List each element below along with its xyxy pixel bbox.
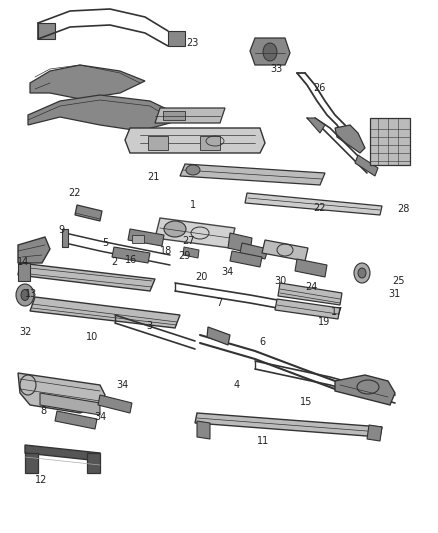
- Polygon shape: [355, 155, 378, 176]
- Bar: [148, 136, 168, 150]
- Polygon shape: [207, 327, 230, 345]
- Ellipse shape: [164, 221, 186, 237]
- Text: 22: 22: [68, 188, 81, 198]
- Text: 24: 24: [305, 282, 317, 292]
- Polygon shape: [18, 237, 50, 263]
- Polygon shape: [278, 283, 342, 305]
- Polygon shape: [197, 421, 210, 439]
- Polygon shape: [25, 445, 100, 461]
- Polygon shape: [250, 38, 290, 65]
- Text: 8: 8: [41, 407, 47, 416]
- Polygon shape: [195, 413, 382, 437]
- Text: 1: 1: [190, 200, 196, 210]
- Text: 3: 3: [146, 321, 152, 331]
- Text: 34: 34: [222, 267, 234, 277]
- Text: 11: 11: [257, 437, 269, 446]
- Polygon shape: [168, 31, 185, 46]
- Polygon shape: [125, 128, 265, 153]
- Text: 9: 9: [58, 225, 64, 235]
- Text: 34: 34: [95, 412, 107, 422]
- Text: 15: 15: [300, 398, 313, 407]
- Polygon shape: [38, 23, 55, 39]
- Polygon shape: [75, 205, 102, 221]
- Polygon shape: [40, 393, 100, 415]
- Text: 7: 7: [216, 298, 222, 308]
- Ellipse shape: [354, 263, 370, 283]
- Polygon shape: [155, 108, 225, 123]
- Text: 34: 34: [117, 380, 129, 390]
- Ellipse shape: [263, 43, 277, 61]
- Text: 30: 30: [274, 277, 286, 286]
- Polygon shape: [295, 259, 327, 277]
- Polygon shape: [128, 229, 164, 246]
- Text: 26: 26: [314, 83, 326, 93]
- Text: 12: 12: [35, 475, 48, 484]
- Text: 22: 22: [314, 203, 326, 213]
- Text: 2: 2: [111, 257, 117, 267]
- Polygon shape: [262, 240, 308, 261]
- Polygon shape: [62, 229, 68, 247]
- Polygon shape: [335, 125, 365, 153]
- Polygon shape: [335, 375, 395, 405]
- Bar: [163, 111, 185, 120]
- Polygon shape: [183, 247, 199, 258]
- Text: 19: 19: [318, 318, 330, 327]
- Text: 10: 10: [86, 332, 98, 342]
- Text: 28: 28: [397, 204, 409, 214]
- Ellipse shape: [358, 268, 366, 278]
- Polygon shape: [28, 95, 175, 131]
- Polygon shape: [228, 233, 252, 253]
- Polygon shape: [30, 65, 145, 99]
- Polygon shape: [18, 263, 155, 291]
- Text: 21: 21: [147, 172, 159, 182]
- Polygon shape: [25, 453, 38, 473]
- Text: 25: 25: [392, 277, 405, 286]
- Text: 33: 33: [270, 64, 282, 74]
- Text: 32: 32: [19, 327, 32, 336]
- Polygon shape: [307, 118, 325, 133]
- Text: 18: 18: [160, 246, 173, 255]
- Text: 17: 17: [331, 307, 343, 317]
- Text: 13: 13: [25, 289, 38, 299]
- Ellipse shape: [21, 289, 29, 301]
- Ellipse shape: [186, 165, 200, 175]
- Text: 20: 20: [195, 272, 208, 282]
- Text: 5: 5: [102, 238, 108, 247]
- Ellipse shape: [16, 284, 34, 306]
- Text: 29: 29: [178, 251, 190, 261]
- Text: 27: 27: [182, 236, 194, 246]
- Text: 14: 14: [17, 257, 29, 267]
- Bar: [200, 136, 220, 150]
- Polygon shape: [230, 251, 262, 267]
- Text: 31: 31: [388, 289, 400, 299]
- Bar: [132, 235, 144, 243]
- Text: 4: 4: [233, 380, 240, 390]
- Polygon shape: [87, 453, 100, 473]
- Polygon shape: [30, 297, 180, 328]
- Text: 23: 23: [187, 38, 199, 47]
- Polygon shape: [55, 411, 97, 429]
- Polygon shape: [180, 164, 325, 185]
- Text: 6: 6: [260, 337, 266, 347]
- Polygon shape: [240, 243, 268, 259]
- Polygon shape: [245, 193, 382, 215]
- Polygon shape: [275, 299, 340, 319]
- Polygon shape: [18, 373, 105, 413]
- Polygon shape: [370, 118, 410, 165]
- Polygon shape: [367, 425, 382, 441]
- Text: 16: 16: [125, 255, 138, 265]
- Polygon shape: [112, 247, 150, 263]
- Polygon shape: [155, 218, 235, 248]
- Bar: [18, 263, 30, 281]
- Polygon shape: [98, 395, 132, 413]
